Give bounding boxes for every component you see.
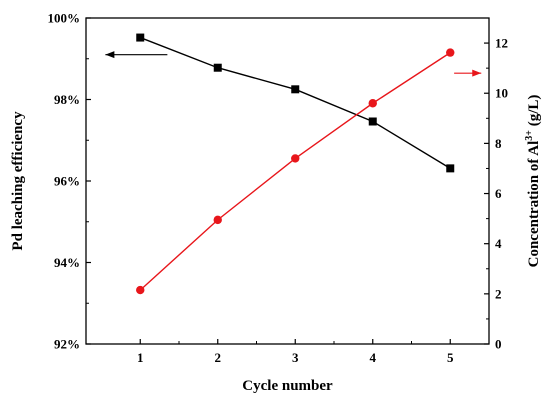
x-tick-label: 4 bbox=[370, 350, 377, 365]
series-1-point bbox=[446, 164, 455, 173]
right-axis-title: Concentration of Al3+ (g/L) bbox=[524, 95, 542, 268]
series-2-point bbox=[446, 48, 455, 57]
left-tick-label: 96% bbox=[54, 174, 80, 189]
series-1-point bbox=[136, 33, 145, 42]
series-1-line bbox=[139, 36, 451, 169]
right-tick-label: 10 bbox=[495, 86, 508, 101]
right-tick-label: 6 bbox=[495, 186, 502, 201]
x-axis: 1 2 3 4 5 bbox=[137, 339, 454, 365]
right-tick-label: 12 bbox=[495, 36, 508, 51]
x-tick-label: 5 bbox=[447, 350, 454, 365]
right-axis: 0 2 4 6 8 10 12 bbox=[484, 36, 508, 352]
left-tick-label: 94% bbox=[54, 255, 80, 270]
right-tick-label: 0 bbox=[495, 337, 502, 352]
left-axis: 92% 94% 96% 98% 100% bbox=[48, 11, 91, 352]
x-tick-label: 3 bbox=[292, 350, 299, 365]
right-tick-label: 4 bbox=[495, 236, 502, 251]
right-axis-title-superscript: 3+ bbox=[524, 130, 535, 141]
annotation-layer bbox=[105, 51, 482, 77]
series-2-point bbox=[136, 285, 145, 295]
x-tick-label: 2 bbox=[215, 350, 222, 365]
left-tick-label: 100% bbox=[48, 11, 81, 26]
series-2-point bbox=[291, 154, 300, 163]
left-tick-label: 92% bbox=[54, 337, 80, 352]
series-layer bbox=[136, 33, 455, 295]
left-tick-label: 98% bbox=[54, 92, 80, 107]
left-axis-title: Pd leaching efficiency bbox=[10, 111, 26, 251]
right-tick-label: 2 bbox=[495, 286, 502, 301]
x-axis-title: Cycle number bbox=[242, 378, 333, 394]
series-1-point bbox=[368, 117, 377, 126]
x-tick-label: 1 bbox=[137, 350, 144, 365]
series-1-point bbox=[213, 63, 222, 72]
right-axis-title-main: Concentration of Al bbox=[526, 141, 542, 268]
arrow-left-icon bbox=[105, 51, 115, 59]
arrow-right-icon bbox=[472, 69, 482, 77]
series-1-point bbox=[291, 85, 300, 94]
right-tick-label: 8 bbox=[495, 136, 502, 151]
right-axis-title-unit: (g/L) bbox=[526, 95, 542, 130]
series-2-point bbox=[213, 215, 222, 225]
series-2-point bbox=[368, 99, 377, 108]
